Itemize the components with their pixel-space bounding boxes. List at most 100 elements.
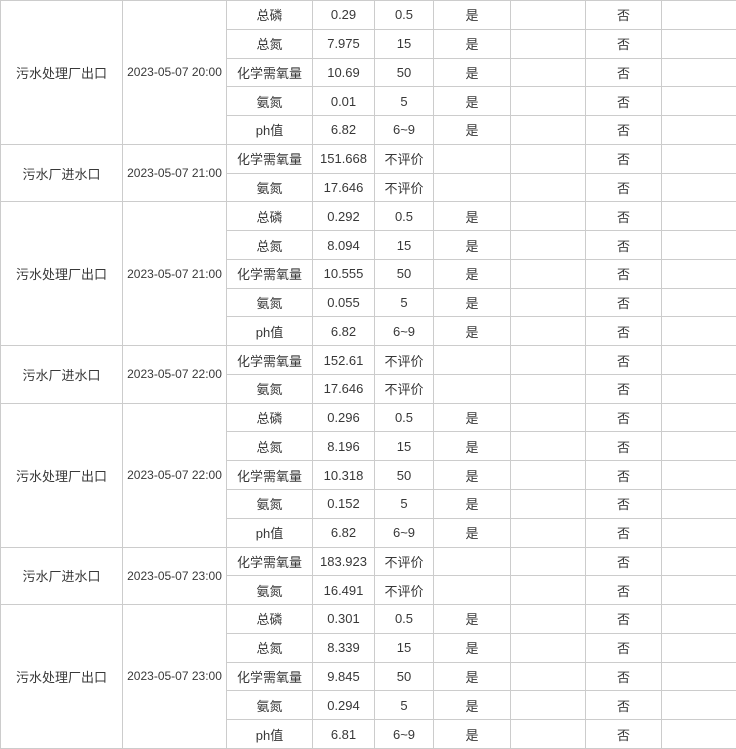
compliance-cell: 是 [434, 691, 511, 720]
value-cell: 0.296 [313, 403, 375, 432]
param-name-cell: 氨氮 [227, 173, 313, 202]
param-name-cell: 氨氮 [227, 490, 313, 519]
exceed-flag-cell: 否 [586, 259, 662, 288]
exceed-flag-cell: 否 [586, 87, 662, 116]
exceed-flag-cell: 否 [586, 1, 662, 30]
value-cell: 16.491 [313, 576, 375, 605]
location-cell: 污水处理厂出口 [1, 1, 123, 145]
empty-cell [662, 1, 736, 30]
value-cell: 6.82 [313, 116, 375, 145]
compliance-cell: 是 [434, 432, 511, 461]
param-name-cell: 氨氮 [227, 288, 313, 317]
empty-cell [511, 432, 586, 461]
compliance-cell: 是 [434, 605, 511, 634]
empty-cell [662, 432, 736, 461]
value-cell: 10.69 [313, 58, 375, 87]
location-cell: 污水厂进水口 [1, 144, 123, 202]
limit-cell: 6~9 [375, 720, 434, 749]
exceed-flag-cell: 否 [586, 346, 662, 375]
location-cell: 污水处理厂出口 [1, 403, 123, 547]
empty-cell [662, 374, 736, 403]
limit-cell: 5 [375, 87, 434, 116]
empty-cell [662, 605, 736, 634]
value-cell: 10.555 [313, 259, 375, 288]
empty-cell [662, 633, 736, 662]
value-cell: 152.61 [313, 346, 375, 375]
value-cell: 8.196 [313, 432, 375, 461]
limit-cell: 不评价 [375, 173, 434, 202]
exceed-flag-cell: 否 [586, 288, 662, 317]
empty-cell [511, 29, 586, 58]
empty-cell [511, 259, 586, 288]
empty-cell [511, 490, 586, 519]
param-name-cell: 总磷 [227, 1, 313, 30]
empty-cell [662, 403, 736, 432]
empty-cell [511, 58, 586, 87]
value-cell: 0.294 [313, 691, 375, 720]
value-cell: 8.094 [313, 231, 375, 260]
param-name-cell: 氨氮 [227, 374, 313, 403]
empty-cell [662, 173, 736, 202]
empty-cell [662, 58, 736, 87]
empty-cell [511, 202, 586, 231]
exceed-flag-cell: 否 [586, 144, 662, 173]
value-cell: 183.923 [313, 547, 375, 576]
param-name-cell: 总氮 [227, 29, 313, 58]
empty-cell [662, 144, 736, 173]
empty-cell [662, 346, 736, 375]
param-name-cell: ph值 [227, 317, 313, 346]
exceed-flag-cell: 否 [586, 547, 662, 576]
compliance-cell [434, 374, 511, 403]
empty-cell [662, 547, 736, 576]
empty-cell [511, 662, 586, 691]
value-cell: 6.82 [313, 317, 375, 346]
empty-cell [662, 87, 736, 116]
compliance-cell: 是 [434, 87, 511, 116]
empty-cell [511, 346, 586, 375]
value-cell: 0.055 [313, 288, 375, 317]
empty-cell [662, 518, 736, 547]
empty-cell [511, 403, 586, 432]
empty-cell [511, 288, 586, 317]
empty-cell [511, 576, 586, 605]
timestamp-cell: 2023-05-07 23:00 [123, 605, 227, 749]
compliance-cell [434, 173, 511, 202]
value-cell: 0.292 [313, 202, 375, 231]
limit-cell: 15 [375, 432, 434, 461]
param-name-cell: 总氮 [227, 231, 313, 260]
param-name-cell: 氨氮 [227, 87, 313, 116]
timestamp-cell: 2023-05-07 22:00 [123, 403, 227, 547]
empty-cell [662, 720, 736, 749]
exceed-flag-cell: 否 [586, 605, 662, 634]
value-cell: 17.646 [313, 173, 375, 202]
compliance-cell [434, 346, 511, 375]
compliance-cell [434, 576, 511, 605]
empty-cell [511, 461, 586, 490]
empty-cell [511, 691, 586, 720]
exceed-flag-cell: 否 [586, 518, 662, 547]
compliance-cell: 是 [434, 662, 511, 691]
exceed-flag-cell: 否 [586, 720, 662, 749]
empty-cell [511, 173, 586, 202]
param-name-cell: 化学需氧量 [227, 662, 313, 691]
empty-cell [511, 144, 586, 173]
param-name-cell: ph值 [227, 518, 313, 547]
compliance-cell: 是 [434, 116, 511, 145]
exceed-flag-cell: 否 [586, 173, 662, 202]
param-name-cell: 氨氮 [227, 576, 313, 605]
empty-cell [511, 518, 586, 547]
compliance-cell: 是 [434, 29, 511, 58]
limit-cell: 50 [375, 662, 434, 691]
param-name-cell: 总磷 [227, 605, 313, 634]
exceed-flag-cell: 否 [586, 461, 662, 490]
value-cell: 0.152 [313, 490, 375, 519]
compliance-cell: 是 [434, 518, 511, 547]
param-name-cell: ph值 [227, 720, 313, 749]
